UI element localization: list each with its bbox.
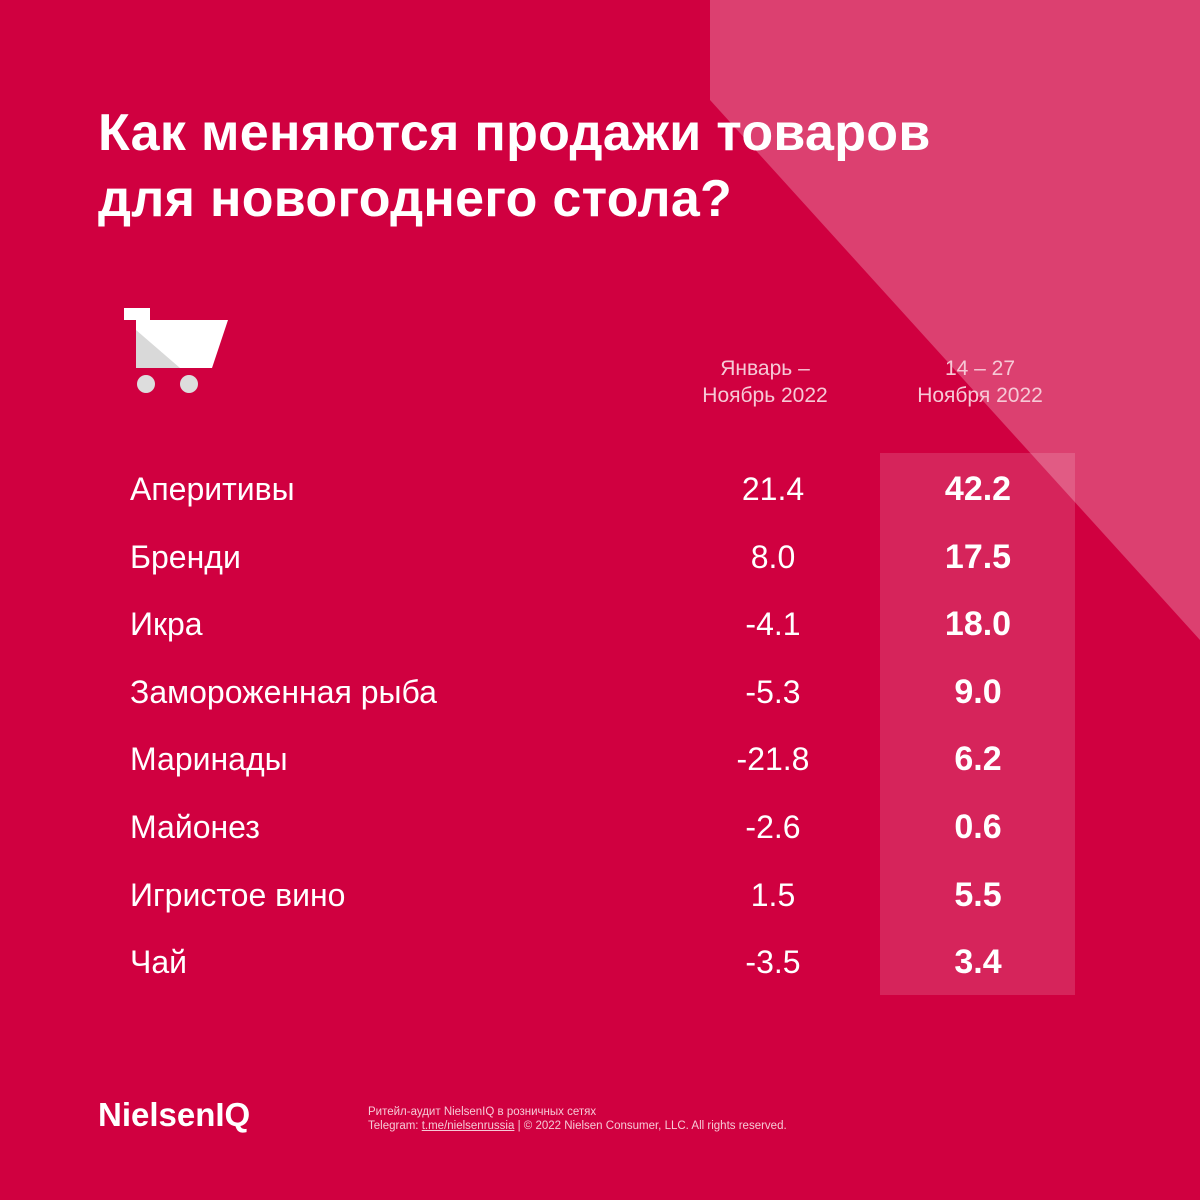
telegram-label: Telegram:: [368, 1120, 419, 1132]
title: Как меняются продажи товаров для новогод…: [98, 100, 931, 232]
row-label: Аперитивы: [130, 471, 295, 507]
value-jan-nov: 1.5: [750, 876, 796, 913]
value-jan-nov: 21.4: [741, 471, 805, 507]
row-label: Игристое вино: [130, 876, 346, 913]
row-label: Икра: [130, 606, 203, 643]
row-label: Майонез: [130, 809, 260, 845]
brand-logo: NielsenIQ: [98, 1096, 251, 1133]
row-label: Чай: [130, 944, 187, 981]
value-nov-period: 5.5: [954, 875, 1002, 914]
title-line: Как меняются продажи товаров: [98, 104, 931, 162]
value-jan-nov: 8.0: [750, 538, 796, 575]
column-header-line: Январь –: [720, 357, 810, 380]
telegram-link[interactable]: t.me/nielsenrussia: [421, 1120, 515, 1132]
diagonal-band: [710, 0, 1200, 640]
value-jan-nov: -3.5: [745, 944, 801, 981]
row-label: Маринады: [130, 741, 288, 778]
footer-line: Telegram: t.me/nielsenrussia | © 2022 Ni…: [368, 1119, 787, 1133]
column-header: 14 – 27 Ноября 2022: [860, 355, 1100, 409]
value-nov-period: 6.2: [954, 740, 1002, 779]
footer-note: Ритейл-аудит NielsenIQ в розничных сетях: [368, 1106, 597, 1118]
column-header: Январь – Ноябрь 2022: [645, 355, 885, 409]
value-jan-nov: -4.1: [745, 606, 801, 643]
value-nov-period: 9.0: [954, 672, 1002, 711]
cart-icon: [124, 308, 228, 393]
value-nov-period: 3.4: [954, 943, 1002, 982]
value-nov-period: 17.5: [944, 537, 1012, 576]
value-jan-nov: -5.3: [745, 673, 801, 710]
value-nov-period: 0.6: [954, 808, 1002, 846]
value-jan-nov: -2.6: [745, 809, 801, 845]
column-header-line: Ноября 2022: [917, 384, 1043, 407]
copyright: | © 2022 Nielsen Consumer, LLC. All righ…: [517, 1120, 787, 1132]
title-line: для новогоднего стола?: [98, 170, 733, 228]
column-header-line: 14 – 27: [944, 357, 1016, 380]
value-nov-period: 18.0: [944, 605, 1012, 644]
row-label: Бренди: [130, 538, 241, 575]
highlight-column: [880, 453, 1075, 995]
value-nov-period: 42.2: [944, 470, 1012, 508]
row-label: Замороженная рыба: [130, 673, 437, 710]
value-jan-nov: -21.8: [736, 741, 810, 778]
column-header-line: Ноябрь 2022: [702, 384, 828, 407]
